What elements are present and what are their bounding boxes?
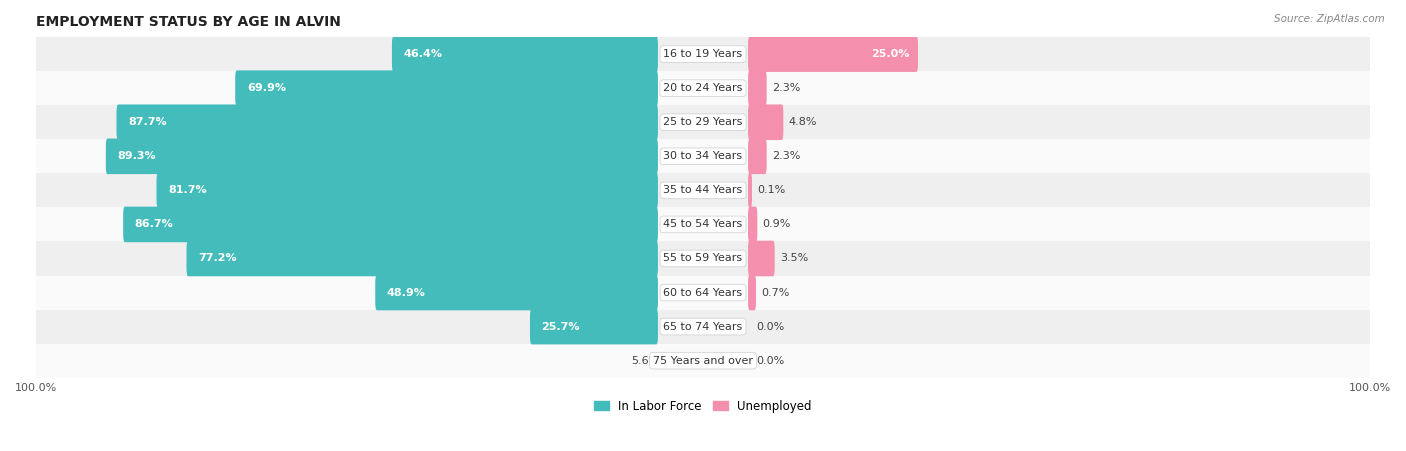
FancyBboxPatch shape	[748, 70, 766, 106]
Text: 3.5%: 3.5%	[780, 253, 808, 263]
FancyBboxPatch shape	[124, 207, 658, 242]
Bar	[37, 173, 1369, 207]
Bar	[37, 207, 1369, 241]
FancyBboxPatch shape	[748, 105, 783, 140]
Text: 30 to 34 Years: 30 to 34 Years	[664, 151, 742, 161]
Text: EMPLOYMENT STATUS BY AGE IN ALVIN: EMPLOYMENT STATUS BY AGE IN ALVIN	[37, 15, 342, 29]
Bar	[37, 105, 1369, 139]
Text: 0.0%: 0.0%	[756, 322, 785, 331]
Text: 20 to 24 Years: 20 to 24 Years	[664, 83, 742, 93]
Bar	[37, 276, 1369, 309]
FancyBboxPatch shape	[117, 105, 658, 140]
Bar	[37, 71, 1369, 105]
FancyBboxPatch shape	[156, 173, 658, 208]
Text: 5.6%: 5.6%	[631, 356, 659, 366]
Bar	[37, 37, 1369, 71]
Text: 77.2%: 77.2%	[198, 253, 236, 263]
Bar	[37, 139, 1369, 173]
Text: 46.4%: 46.4%	[404, 49, 443, 59]
Text: 2.3%: 2.3%	[772, 151, 800, 161]
FancyBboxPatch shape	[748, 173, 752, 208]
Text: Source: ZipAtlas.com: Source: ZipAtlas.com	[1274, 14, 1385, 23]
Text: 25 to 29 Years: 25 to 29 Years	[664, 117, 742, 127]
Text: 2.3%: 2.3%	[772, 83, 800, 93]
FancyBboxPatch shape	[748, 138, 766, 174]
Bar	[37, 241, 1369, 276]
Text: 87.7%: 87.7%	[128, 117, 167, 127]
FancyBboxPatch shape	[748, 241, 775, 276]
Text: 16 to 19 Years: 16 to 19 Years	[664, 49, 742, 59]
Text: 0.9%: 0.9%	[762, 220, 790, 230]
FancyBboxPatch shape	[105, 138, 658, 174]
Text: 81.7%: 81.7%	[169, 185, 207, 195]
Legend: In Labor Force, Unemployed: In Labor Force, Unemployed	[595, 400, 811, 413]
Text: 65 to 74 Years: 65 to 74 Years	[664, 322, 742, 331]
FancyBboxPatch shape	[748, 37, 918, 72]
FancyBboxPatch shape	[748, 275, 756, 310]
FancyBboxPatch shape	[392, 37, 658, 72]
Text: 86.7%: 86.7%	[135, 220, 173, 230]
Text: 0.0%: 0.0%	[756, 356, 785, 366]
Text: 0.1%: 0.1%	[756, 185, 786, 195]
Text: 35 to 44 Years: 35 to 44 Years	[664, 185, 742, 195]
Bar	[37, 309, 1369, 344]
Text: 75 Years and over: 75 Years and over	[652, 356, 754, 366]
FancyBboxPatch shape	[530, 309, 658, 345]
FancyBboxPatch shape	[235, 70, 658, 106]
Bar	[37, 344, 1369, 377]
Text: 4.8%: 4.8%	[789, 117, 817, 127]
Text: 25.7%: 25.7%	[541, 322, 581, 331]
Text: 48.9%: 48.9%	[387, 288, 426, 298]
Text: 89.3%: 89.3%	[118, 151, 156, 161]
FancyBboxPatch shape	[375, 275, 658, 310]
FancyBboxPatch shape	[748, 207, 758, 242]
Text: 55 to 59 Years: 55 to 59 Years	[664, 253, 742, 263]
Text: 0.7%: 0.7%	[761, 288, 789, 298]
Text: 60 to 64 Years: 60 to 64 Years	[664, 288, 742, 298]
Text: 25.0%: 25.0%	[872, 49, 910, 59]
FancyBboxPatch shape	[187, 241, 658, 276]
Text: 69.9%: 69.9%	[247, 83, 285, 93]
Text: 45 to 54 Years: 45 to 54 Years	[664, 220, 742, 230]
